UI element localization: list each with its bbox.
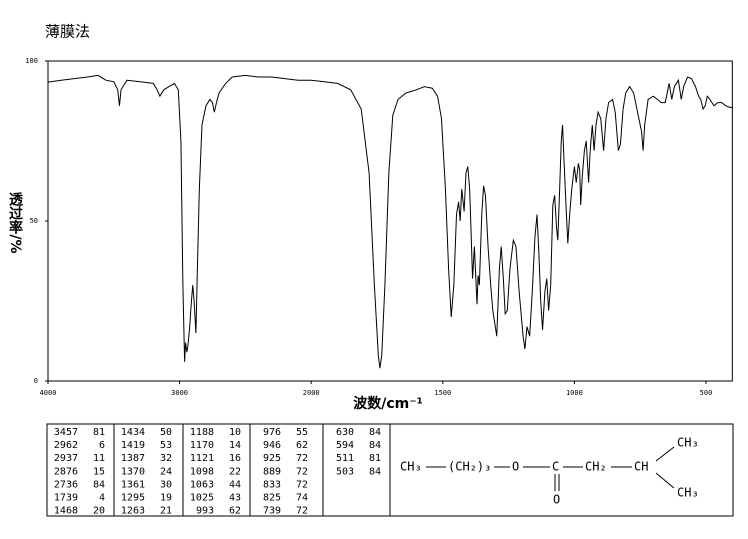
page-title: 薄膜法 <box>45 23 90 41</box>
peak-wavenumber: 925 <box>263 453 281 464</box>
peak-transmittance: 74 <box>296 493 308 504</box>
peak-transmittance: 21 <box>160 506 172 517</box>
peak-transmittance: 11 <box>93 453 105 464</box>
bond <box>655 472 675 489</box>
peak-wavenumber: 1370 <box>121 466 145 477</box>
peak-transmittance: 20 <box>93 506 105 517</box>
peak-transmittance: 72 <box>296 466 308 477</box>
x-tick-label: 2000 <box>303 389 320 397</box>
peak-table: 3457 81 2962 6 2937 11 2876 15 2736 84 1739 4 1468 20… <box>46 423 734 517</box>
peak-wavenumber: 1098 <box>190 466 214 477</box>
peak-wavenumber: 739 <box>263 506 281 517</box>
bond <box>655 446 675 462</box>
peak-wavenumber: 1263 <box>121 506 145 517</box>
peak-transmittance: 22 <box>229 466 241 477</box>
plot-frame <box>47 60 733 382</box>
peak-transmittance: 72 <box>296 506 308 517</box>
peak-transmittance: 14 <box>229 440 241 451</box>
y-tick-label: 50 <box>30 217 38 225</box>
peak-transmittance: 84 <box>369 440 381 451</box>
peak-transmittance: 50 <box>160 427 172 438</box>
peak-wavenumber: 1419 <box>121 440 145 451</box>
peak-wavenumber: 3457 <box>54 427 78 438</box>
peak-transmittance: 84 <box>369 466 381 477</box>
x-tick-label: 500 <box>700 389 713 397</box>
formula-group: O <box>553 493 560 507</box>
peak-wavenumber: 630 <box>336 427 354 438</box>
peak-transmittance: 16 <box>229 453 241 464</box>
peak-transmittance: 84 <box>369 427 381 438</box>
peak-transmittance: 32 <box>160 453 172 464</box>
y-axis-label: 透过率/% <box>7 192 23 253</box>
formula-group: (CH₂)₃ <box>448 460 491 474</box>
peak-transmittance: 30 <box>160 479 172 490</box>
structure-formula: CH₃ (CH₂)₃ O C CH₂ CH O CH₃ CH₃ <box>400 436 699 507</box>
peak-transmittance: 15 <box>93 466 105 477</box>
peak-wavenumber: 825 <box>263 493 281 504</box>
peak-wavenumber: 1387 <box>121 453 145 464</box>
peak-wavenumber: 1121 <box>190 453 214 464</box>
peak-wavenumber: 889 <box>263 466 281 477</box>
peak-transmittance: 72 <box>296 453 308 464</box>
peak-wavenumber: 1361 <box>121 479 145 490</box>
formula-group: CH₂ <box>585 460 607 474</box>
peak-wavenumber: 2736 <box>54 479 78 490</box>
peak-wavenumber: 2876 <box>54 466 78 477</box>
x-tick-label: 3000 <box>171 389 188 397</box>
peak-transmittance: 81 <box>93 427 105 438</box>
peak-wavenumber: 1434 <box>121 427 145 438</box>
formula-group: O <box>512 460 519 474</box>
peak-wavenumber: 1468 <box>54 506 78 517</box>
peak-wavenumber: 946 <box>263 440 281 451</box>
peak-transmittance: 84 <box>93 479 105 490</box>
y-tick-label: 0 <box>34 377 38 385</box>
peak-wavenumber: 1739 <box>54 493 78 504</box>
formula-group: CH₃ <box>677 436 699 450</box>
x-tick-label: 1000 <box>566 389 583 397</box>
peak-transmittance: 62 <box>229 506 241 517</box>
peak-wavenumber: 976 <box>263 427 281 438</box>
peak-wavenumber: 1025 <box>190 493 214 504</box>
peak-wavenumber: 1063 <box>190 479 214 490</box>
peak-transmittance: 6 <box>99 440 105 451</box>
peak-transmittance: 19 <box>160 493 172 504</box>
peak-wavenumber: 2937 <box>54 453 78 464</box>
peak-transmittance: 81 <box>369 453 381 464</box>
peak-transmittance: 4 <box>99 493 105 504</box>
peak-transmittance: 44 <box>229 479 241 490</box>
formula-group: CH₃ <box>677 486 699 500</box>
peak-transmittance: 43 <box>229 493 241 504</box>
x-axis-label: 波数/cm⁻¹ <box>353 395 423 412</box>
peak-wavenumber: 2962 <box>54 440 78 451</box>
peak-wavenumber: 503 <box>336 466 354 477</box>
peak-wavenumber: 833 <box>263 479 281 490</box>
x-tick-label: 1500 <box>434 389 451 397</box>
peak-transmittance: 72 <box>296 479 308 490</box>
peak-wavenumber: 511 <box>336 453 354 464</box>
peak-wavenumber: 993 <box>196 506 214 517</box>
x-tick-label: 4000 <box>40 389 57 397</box>
peak-transmittance: 10 <box>229 427 241 438</box>
formula-group: CH₃ <box>400 460 422 474</box>
peak-transmittance: 53 <box>160 440 172 451</box>
peak-wavenumber: 1295 <box>121 493 145 504</box>
formula-group: C <box>552 460 559 474</box>
formula-group: CH <box>634 460 648 474</box>
peak-wavenumber: 1188 <box>190 427 214 438</box>
peak-transmittance: 55 <box>296 427 308 438</box>
peak-wavenumber: 1170 <box>190 440 214 451</box>
peak-wavenumber: 594 <box>336 440 354 451</box>
peak-transmittance: 62 <box>296 440 308 451</box>
spectrum-line <box>47 74 733 369</box>
y-tick-label: 100 <box>25 57 38 65</box>
peak-transmittance: 24 <box>160 466 172 477</box>
